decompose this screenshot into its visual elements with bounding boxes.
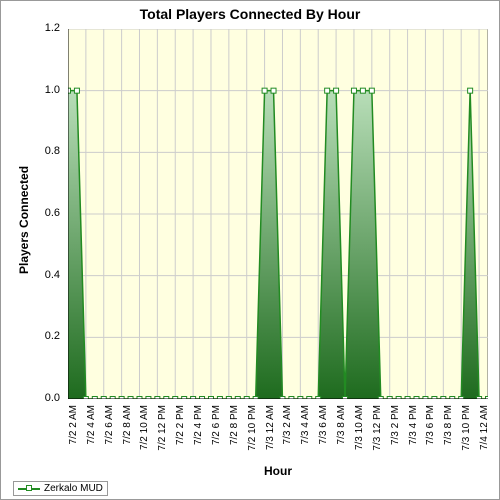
x-tick-label: 7/3 2 PM bbox=[390, 405, 401, 465]
x-tick-label: 7/2 8 PM bbox=[229, 405, 240, 465]
x-tick-label: 7/3 12 AM bbox=[265, 405, 276, 465]
y-tick-label: 1.0 bbox=[1, 84, 60, 96]
x-tick-label: 7/2 8 AM bbox=[122, 405, 133, 465]
x-tick-label: 7/2 2 AM bbox=[68, 405, 79, 465]
y-tick-label: 0.6 bbox=[1, 207, 60, 219]
legend-swatch bbox=[18, 484, 40, 494]
x-tick-label: 7/2 4 PM bbox=[193, 405, 204, 465]
x-tick-label: 7/2 2 PM bbox=[175, 405, 186, 465]
y-axis-label: Players Connected bbox=[17, 166, 31, 274]
chart-container: Total Players Connected By Hour Players … bbox=[0, 0, 500, 500]
x-axis-label: Hour bbox=[68, 464, 488, 478]
x-tick-label: 7/3 8 AM bbox=[336, 405, 347, 465]
x-tick-label: 7/3 6 PM bbox=[425, 405, 436, 465]
x-tick-label: 7/4 12 AM bbox=[479, 405, 490, 465]
x-tick-label: 7/3 10 PM bbox=[461, 405, 472, 465]
y-tick-label: 0.4 bbox=[1, 269, 60, 281]
chart-title: Total Players Connected By Hour bbox=[1, 6, 499, 22]
x-tick-label: 7/3 12 PM bbox=[372, 405, 383, 465]
legend-label: Zerkalo MUD bbox=[44, 483, 103, 494]
y-tick-label: 0.0 bbox=[1, 392, 60, 404]
x-tick-label: 7/2 6 AM bbox=[104, 405, 115, 465]
x-tick-label: 7/2 4 AM bbox=[86, 405, 97, 465]
x-tick-label: 7/3 2 AM bbox=[282, 405, 293, 465]
x-tick-label: 7/2 10 AM bbox=[139, 405, 150, 465]
x-tick-label: 7/2 12 PM bbox=[157, 405, 168, 465]
y-tick-label: 1.2 bbox=[1, 22, 60, 34]
plot-area bbox=[68, 29, 488, 399]
x-tick-label: 7/2 10 PM bbox=[247, 405, 258, 465]
x-tick-label: 7/3 8 PM bbox=[443, 405, 454, 465]
y-tick-label: 0.8 bbox=[1, 145, 60, 157]
y-tick-label: 0.2 bbox=[1, 330, 60, 342]
x-tick-label: 7/3 6 AM bbox=[318, 405, 329, 465]
x-tick-label: 7/3 10 AM bbox=[354, 405, 365, 465]
x-tick-label: 7/2 6 PM bbox=[211, 405, 222, 465]
legend: Zerkalo MUD bbox=[13, 481, 108, 496]
x-tick-label: 7/3 4 AM bbox=[300, 405, 311, 465]
x-tick-label: 7/3 4 PM bbox=[408, 405, 419, 465]
